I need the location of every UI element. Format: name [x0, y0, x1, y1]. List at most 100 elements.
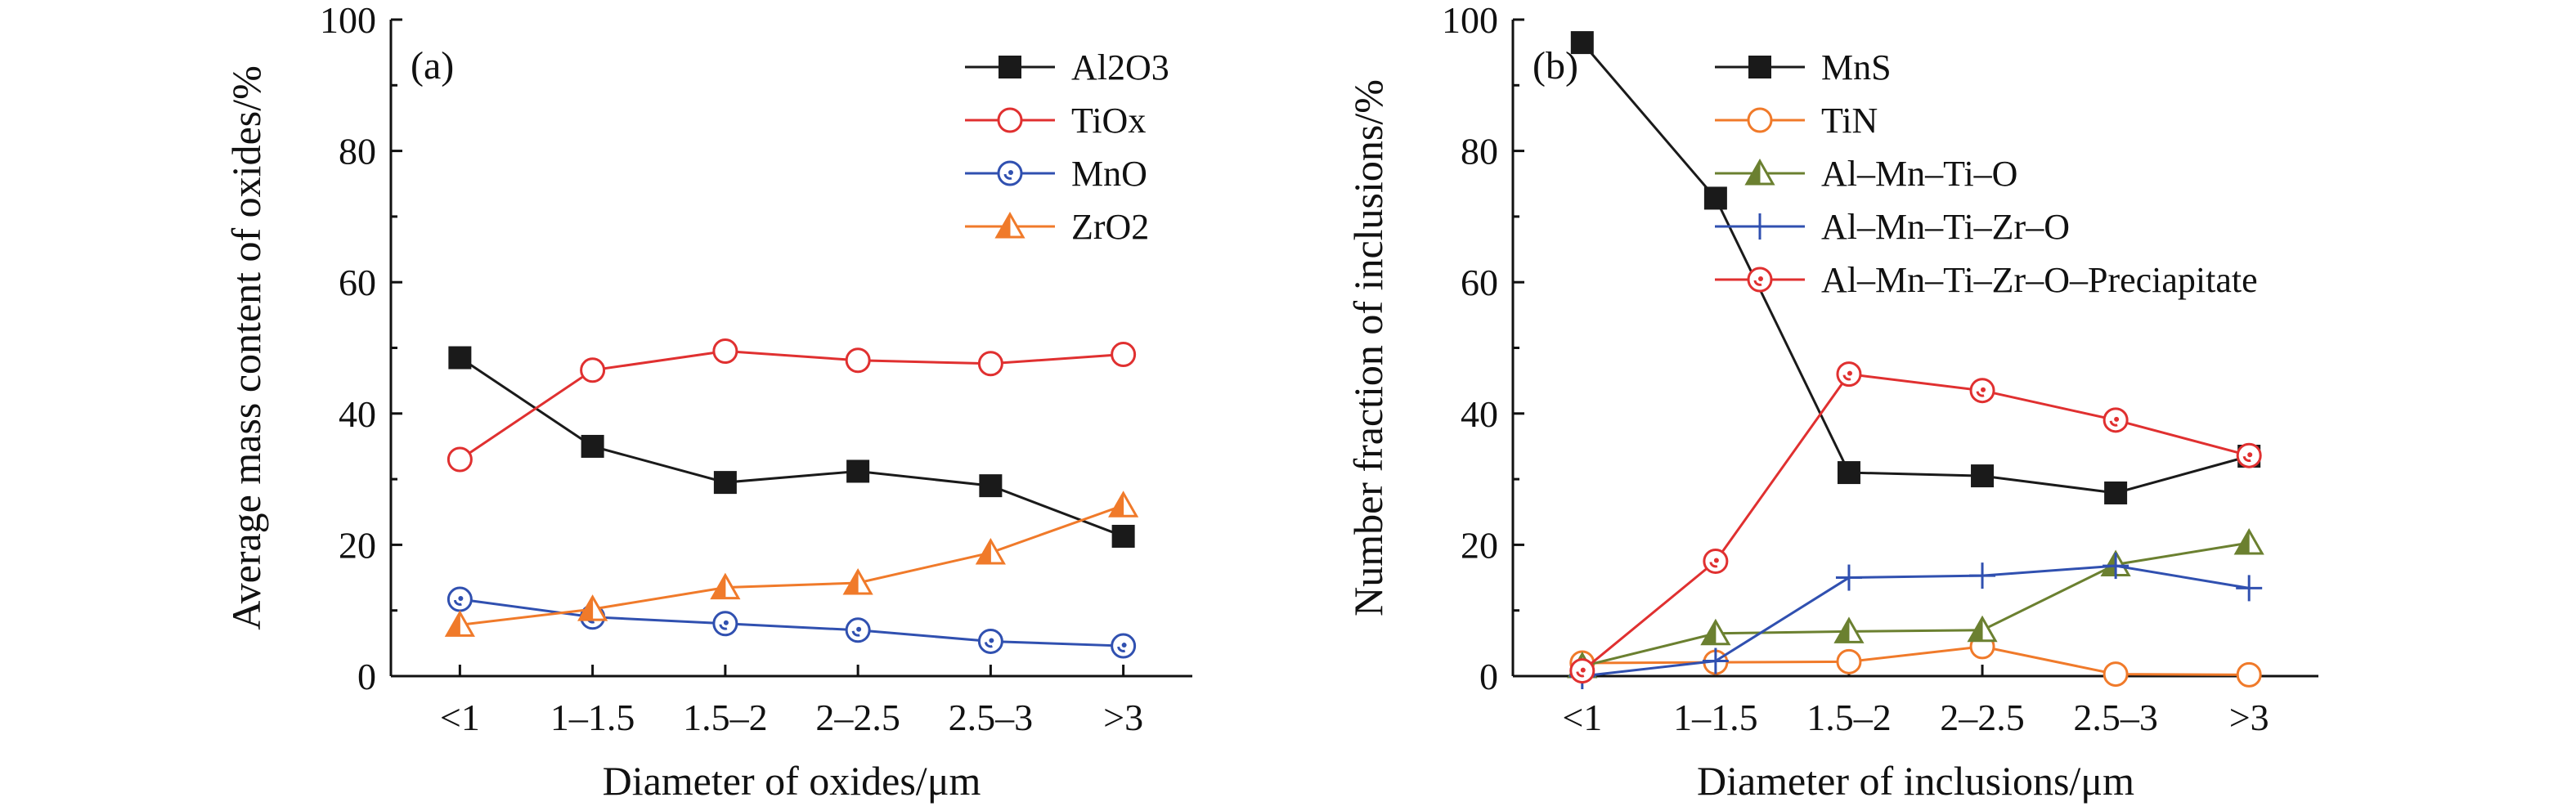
data-point	[846, 459, 870, 483]
data-point-shape	[1703, 186, 1727, 210]
legend-label: ZrO2	[1071, 207, 1149, 247]
series-0	[448, 346, 1135, 548]
data-point-inner	[1842, 374, 1851, 381]
data-point-shape	[447, 446, 473, 473]
legend-marker	[1748, 56, 1771, 78]
data-point-fill	[446, 611, 460, 636]
data-point	[1702, 647, 1729, 674]
y-tick-label: 20	[339, 524, 376, 566]
data-point	[1570, 31, 1594, 55]
data-point-shape	[979, 474, 1003, 498]
data-point	[713, 471, 737, 495]
data-point	[1969, 378, 1995, 404]
data-point	[1836, 648, 1862, 674]
data-point	[1108, 491, 1139, 518]
series-line	[1582, 564, 2250, 678]
data-point	[2233, 527, 2264, 555]
data-point-fill	[844, 569, 859, 594]
legend-label: MnO	[1071, 154, 1147, 194]
data-point-shape	[2236, 661, 2262, 688]
data-point	[1111, 524, 1135, 548]
data-point	[1703, 548, 1729, 574]
legend-label: TiOx	[1071, 101, 1146, 141]
data-point	[842, 567, 873, 595]
data-point-dot	[2114, 416, 2120, 422]
data-point-fill	[2102, 550, 2116, 576]
data-point-shape	[1836, 648, 1862, 674]
data-point-fill	[578, 595, 594, 621]
data-point-shape	[845, 347, 871, 374]
data-point-dot	[2247, 452, 2253, 458]
data-point-shape	[846, 459, 870, 483]
data-point-shape	[977, 351, 1003, 377]
data-point	[1969, 562, 1996, 589]
series-line	[459, 356, 1124, 538]
data-point	[1111, 633, 1137, 659]
data-point-inner	[2109, 420, 2118, 427]
x-tick-label: 1.5–2	[683, 697, 768, 738]
data-point	[1833, 616, 1865, 643]
panel-a: 0 20 40 60 80 100 <1 1–1.5 1.5–2 2–2.5 2.5–3 >3 Diam…	[223, 0, 1192, 804]
data-point	[845, 617, 871, 643]
y-tick-label: 80	[1461, 131, 1498, 173]
data-point-shape	[1971, 464, 1995, 488]
legend-marker-dot	[1008, 170, 1013, 175]
data-point	[2236, 661, 2262, 688]
x-tick-label: 2–2.5	[815, 697, 900, 738]
x-tick-label: >3	[1103, 697, 1143, 738]
data-point-shape	[1111, 524, 1135, 548]
series-line	[1582, 645, 2250, 676]
data-point	[2236, 575, 2263, 602]
x-tick-label: 2.5–3	[949, 697, 1034, 738]
y-tick-label: 0	[1479, 656, 1498, 697]
data-point-inner	[1709, 562, 1718, 568]
panel-label: (b)	[1533, 44, 1578, 87]
legend-marker-shape	[1747, 107, 1773, 133]
legend-label: Al2O3	[1071, 47, 1169, 87]
data-point-inner	[1117, 646, 1126, 652]
legend-label: Al–Mn–Ti–Zr–O–Preciapitate	[1821, 260, 2258, 300]
data-point-inner	[453, 599, 462, 606]
series-1	[447, 338, 1137, 473]
data-point-fill	[711, 573, 726, 599]
x-axis-title: Diameter of oxides/μm	[603, 758, 981, 804]
data-point-fill	[976, 539, 991, 564]
data-point	[975, 538, 1006, 565]
data-point-shape	[448, 346, 472, 370]
data-point-fill	[1968, 616, 1983, 642]
data-point-shape	[712, 338, 738, 365]
legend-label: Al–Mn–Ti–Zr–O	[1821, 207, 2070, 247]
data-point-inner	[1576, 671, 1585, 678]
data-point	[448, 346, 472, 370]
legend-marker	[997, 160, 1023, 186]
legend-marker-shape	[1748, 56, 1771, 78]
series-line	[460, 598, 1124, 647]
series-3	[1568, 553, 2263, 689]
legend-marker	[994, 211, 1025, 239]
legend: MnS TiN Al–Mn–Ti–O Al–Mn–Ti–Zr–O Al–Mn–Ti–Zr…	[1715, 47, 2258, 300]
y-tick-label: 40	[1461, 393, 1498, 435]
x-tick-label: 2–2.5	[1940, 697, 2025, 738]
data-point	[710, 572, 741, 600]
data-point-fill	[2235, 529, 2250, 554]
data-point-shape	[713, 471, 737, 495]
data-point	[1835, 564, 1862, 591]
series-line	[1581, 42, 2250, 495]
data-point	[1967, 615, 1998, 643]
data-point-shape	[1837, 461, 1860, 485]
data-point	[444, 610, 475, 637]
legend-label: TiN	[1821, 101, 1878, 141]
data-point	[577, 594, 608, 621]
data-point-dot	[1847, 370, 1852, 376]
data-point-shape	[1570, 31, 1594, 55]
data-point-dot	[1981, 387, 1986, 392]
data-point	[712, 338, 738, 365]
data-point-shape	[1111, 342, 1137, 368]
y-axis-title: Average mass content of oxides/%	[223, 65, 269, 630]
data-point-shape	[2104, 481, 2128, 504]
data-point	[1569, 658, 1595, 684]
series-2	[447, 586, 1137, 659]
data-point-dot	[723, 620, 729, 625]
data-point-dot	[458, 596, 464, 602]
